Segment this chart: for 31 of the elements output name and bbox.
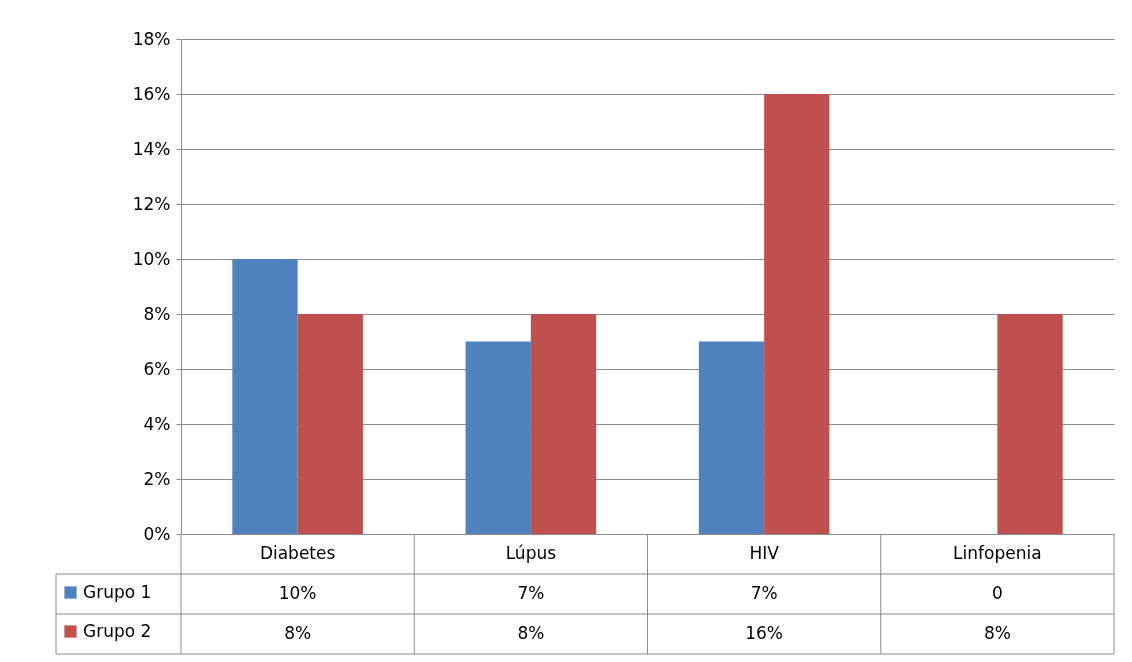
y-tick-label: 6%	[143, 358, 171, 379]
y-tick-label: 12%	[132, 193, 171, 214]
y-tick-label: 18%	[132, 28, 171, 49]
bar	[530, 314, 597, 534]
data-label: 7%	[517, 583, 545, 603]
y-tick-label: 10%	[132, 248, 171, 269]
data-label: 8%	[517, 623, 545, 643]
legend-label: Grupo 2	[83, 620, 152, 641]
x-tick-label: Diabetes	[259, 543, 336, 563]
bar	[764, 94, 830, 534]
y-tick-label: 4%	[143, 413, 171, 434]
data-label: 10%	[278, 583, 317, 603]
legend-label: Grupo 1	[83, 581, 152, 602]
data-label: 7%	[750, 583, 778, 603]
x-tick-label: HIV	[749, 543, 780, 563]
bar	[232, 259, 298, 534]
data-label: 8%	[983, 623, 1011, 643]
bar	[997, 314, 1063, 534]
y-tick-label: 16%	[132, 83, 171, 104]
y-tick-label: 14%	[132, 138, 171, 159]
data-label: 8%	[284, 623, 312, 643]
y-tick-label: 2%	[143, 468, 171, 489]
bar	[297, 314, 363, 534]
x-tick-label: Linfopenia	[953, 543, 1042, 563]
y-tick-label: 0%	[143, 523, 171, 544]
y-tick-label: 8%	[143, 303, 171, 324]
data-label: 0	[991, 583, 1003, 603]
x-tick-label: Lúpus	[505, 543, 557, 563]
bar	[698, 341, 765, 534]
data-label: 16%	[745, 623, 784, 643]
bar	[465, 341, 531, 534]
